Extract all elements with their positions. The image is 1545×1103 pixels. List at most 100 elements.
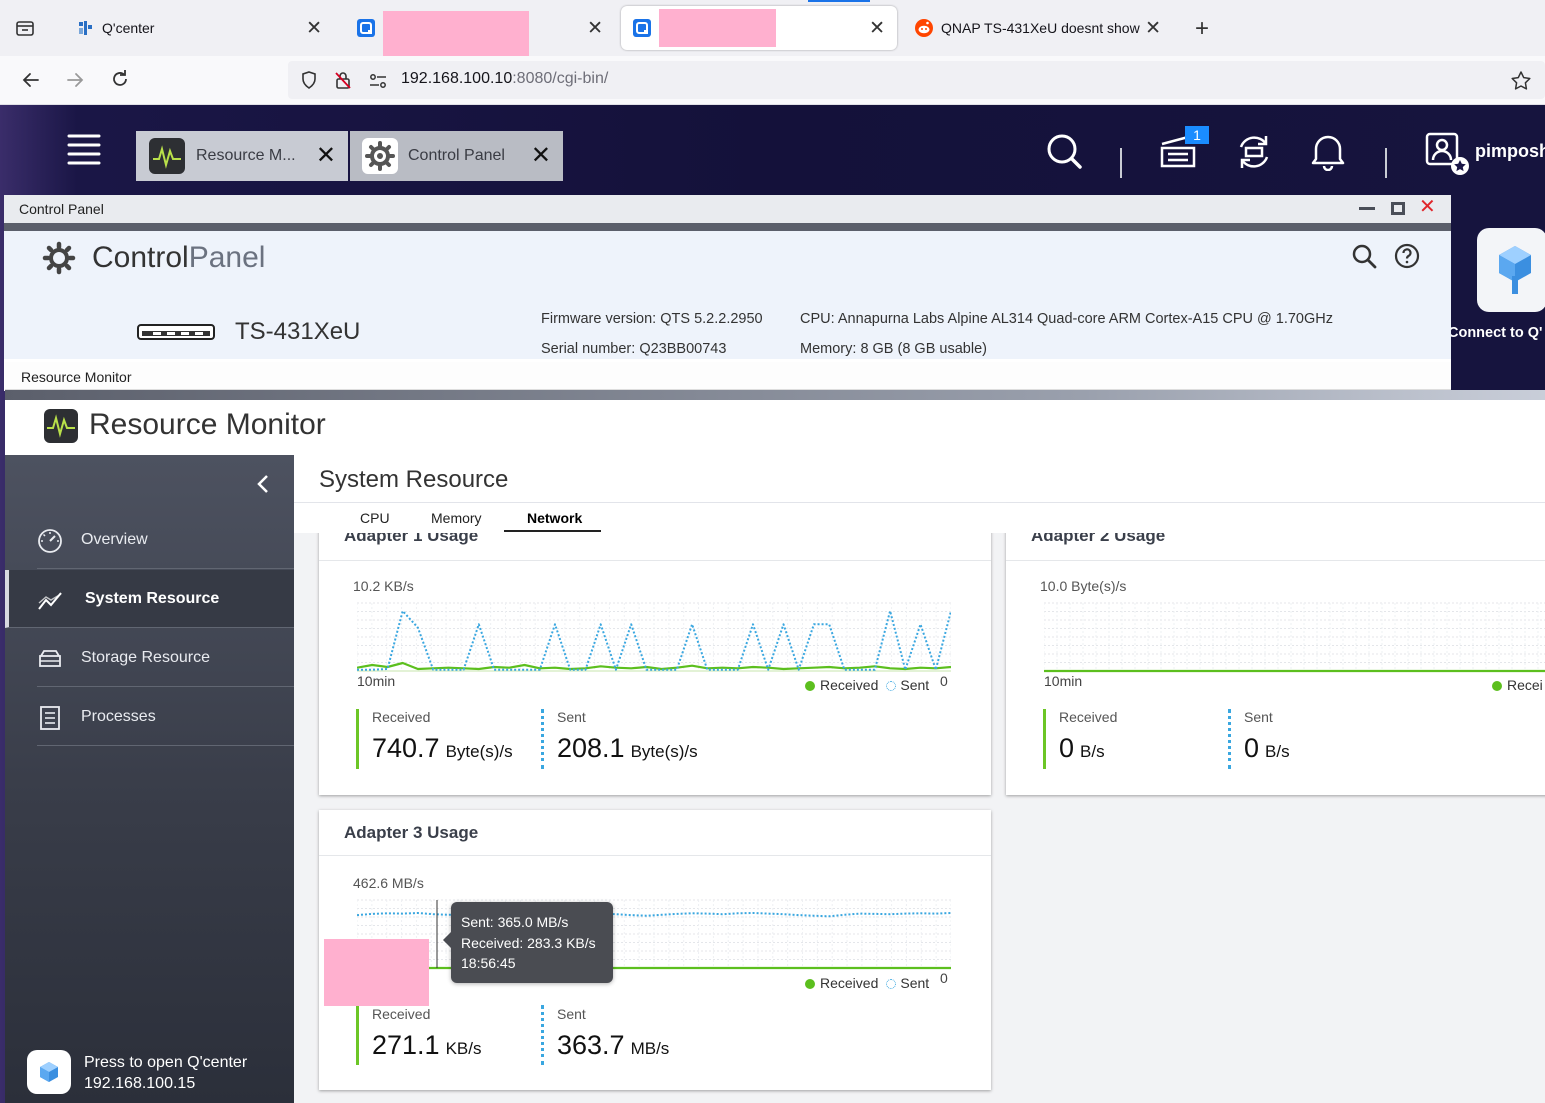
sidebar-item-label: Storage Resource — [81, 648, 210, 666]
user-avatar-icon[interactable] — [1425, 132, 1469, 176]
received-series-line — [357, 661, 951, 671]
page-title: System Resource — [319, 466, 509, 493]
x-axis-time-range: 10min — [1044, 673, 1083, 689]
divider — [1120, 148, 1122, 178]
tab-memory[interactable]: Memory — [431, 510, 482, 526]
adapter-1-chart-svg — [357, 602, 951, 672]
sidebar-item-overview[interactable]: Overview — [37, 511, 294, 569]
serial-info: Serial number: Q23BB00743 — [541, 341, 727, 357]
close-tab-icon[interactable]: ✕ — [587, 17, 603, 39]
collapse-sidebar-icon[interactable] — [255, 473, 271, 495]
chart-legend: Recei — [1492, 677, 1543, 693]
username[interactable]: pimposh — [1475, 141, 1545, 161]
cpu-info: CPU: Annapurna Labs Alpine AL314 Quad-co… — [800, 311, 1333, 327]
minimize-icon[interactable] — [1359, 207, 1375, 210]
received-legend-dot — [1492, 681, 1502, 691]
window-title-bar[interactable]: Resource Monitor — [5, 362, 1451, 390]
chart-legend: Received Sent — [805, 677, 929, 693]
sent-rate: 363.7 MB/s — [557, 1030, 670, 1060]
notification-count-badge: 1 — [1185, 126, 1209, 144]
sent-legend-dot — [886, 681, 897, 691]
browser-tab-qcenter[interactable]: Q'center ✕ — [64, 6, 334, 50]
connect-qcenter-label[interactable]: Connect to Q' — [1448, 325, 1543, 341]
close-icon[interactable]: ✕ — [530, 142, 551, 169]
close-tab-icon[interactable]: ✕ — [869, 17, 885, 39]
adapter-2-chart-svg — [1044, 602, 1545, 673]
new-tab-icon[interactable]: + — [1195, 15, 1210, 42]
memory-info: Memory: 8 GB (8 GB usable) — [800, 341, 987, 357]
active-tab-underline — [504, 530, 601, 532]
y-axis-min-label: 0 — [940, 673, 948, 689]
tab-list-icon[interactable] — [14, 17, 36, 39]
url-bar[interactable]: 192.168.100.10:8080/cgi-bin/ — [288, 61, 1545, 99]
browser-tab-label: Q'center — [102, 20, 155, 36]
close-icon[interactable]: ✕ — [315, 142, 336, 169]
maximize-icon[interactable] — [1391, 202, 1405, 215]
sent-rate: 0 B/s — [1244, 733, 1290, 763]
back-icon[interactable] — [20, 69, 42, 91]
url-text[interactable]: 192.168.100.10:8080/cgi-bin/ — [401, 70, 609, 87]
search-icon[interactable] — [1351, 243, 1377, 269]
bell-icon[interactable] — [1310, 131, 1346, 171]
received-rate: 271.1 KB/s — [372, 1030, 482, 1060]
bookmark-star-icon[interactable] — [1510, 70, 1532, 92]
browser-tab-3-active[interactable]: ✕ — [621, 6, 897, 50]
browser-tab-2[interactable]: ✕ — [345, 6, 615, 59]
sidebar-item-processes[interactable]: Processes — [37, 688, 294, 746]
received-rate: 0 B/s — [1059, 733, 1105, 763]
received-rate: 740.7 Byte(s)/s — [372, 733, 513, 763]
y-axis-max-label: 462.6 MB/s — [353, 875, 424, 891]
control-panel-title: ControlPanel — [92, 241, 266, 274]
sidebar-item-system-resource[interactable]: System Resource — [5, 570, 294, 628]
reload-icon[interactable] — [109, 68, 131, 90]
qts-tab-control-panel[interactable]: Control Panel ✕ — [350, 131, 563, 181]
search-icon[interactable] — [1045, 132, 1083, 170]
qcenter-button[interactable] — [27, 1050, 71, 1094]
x-axis-time-range: 10min — [357, 673, 396, 689]
window-accent-strip — [5, 390, 1545, 400]
sidebar: Overview System Resource Storage Resourc… — [5, 455, 294, 1103]
window-title-bar[interactable]: Control Panel ✕ — [4, 195, 1451, 223]
browser-tab-bar: Q'center ✕ ✕ ✕ QNAP TS-431XeU doesnt sho… — [0, 0, 1545, 59]
resource-monitor-icon — [148, 137, 186, 175]
close-tab-icon[interactable]: ✕ — [1145, 17, 1161, 39]
sent-legend-dot — [886, 979, 897, 989]
chart-legend: Received Sent — [805, 975, 929, 991]
y-axis-max-label: 10.0 Byte(s)/s — [1040, 578, 1127, 594]
browser-tab-reddit[interactable]: QNAP TS-431XeU doesnt show ✕ — [903, 6, 1173, 50]
main-menu-icon[interactable] — [66, 131, 102, 167]
insecure-lock-icon[interactable] — [333, 70, 353, 90]
y-axis-max-label: 10.2 KB/s — [353, 578, 414, 594]
tab-cpu[interactable]: CPU — [360, 510, 390, 526]
permissions-icon[interactable] — [368, 71, 388, 91]
list-icon — [37, 705, 63, 731]
tab-network[interactable]: Network — [527, 510, 583, 526]
qts-tab-label: Resource M... — [196, 147, 296, 164]
close-tab-icon[interactable]: ✕ — [306, 17, 322, 39]
close-icon[interactable]: ✕ — [1419, 196, 1436, 218]
sidebar-item-label: System Resource — [85, 589, 220, 607]
sent-rate: 208.1 Byte(s)/s — [557, 733, 698, 763]
sent-label: Sent — [557, 709, 586, 725]
sent-series-line — [357, 610, 951, 671]
sync-icon[interactable] — [1234, 132, 1274, 172]
sent-label: Sent — [557, 1006, 586, 1022]
adapter-1-card: Adapter 1 Usage 10.2 KB/s 10min Received… — [319, 505, 991, 795]
browser-tab-label: QNAP TS-431XeU doesnt show — [941, 20, 1140, 36]
control-panel-header: ControlPanel TS-431XeU Firmware version:… — [4, 231, 1451, 359]
adapter-2-chart — [1044, 597, 1545, 673]
qcenter-cube-icon — [1493, 242, 1537, 298]
sent-indicator-bar — [1228, 709, 1231, 769]
firmware-info: Firmware version: QTS 5.2.2.2950 — [541, 311, 763, 327]
connect-qcenter-widget[interactable] — [1477, 228, 1545, 312]
tooltip-time: 18:56:45 — [461, 955, 516, 971]
sidebar-item-storage-resource[interactable]: Storage Resource — [37, 629, 294, 687]
browser-nav-bar: 192.168.100.10:8080/cgi-bin/ — [0, 56, 1545, 105]
forward-icon[interactable] — [64, 69, 86, 91]
shield-icon[interactable] — [299, 70, 319, 90]
active-tab-indicator — [808, 0, 870, 2]
qcenter-label[interactable]: Press to open Q'center 192.168.100.15 — [84, 1054, 248, 1092]
received-label: Received — [372, 1006, 431, 1022]
help-icon[interactable] — [1394, 243, 1420, 269]
qts-tab-resource-monitor[interactable]: Resource M... ✕ — [136, 131, 348, 181]
